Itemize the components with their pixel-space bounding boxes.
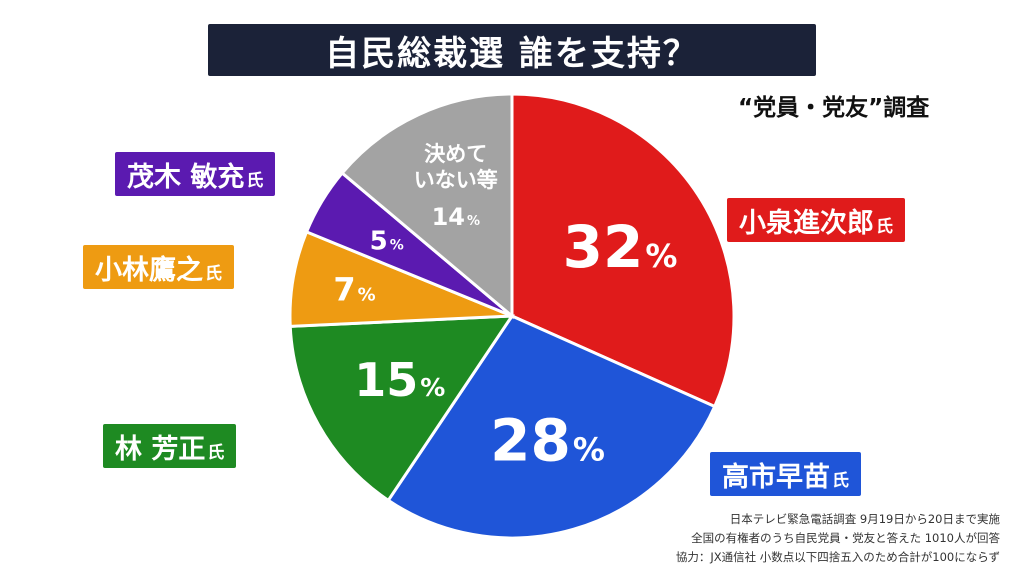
callout-hayashi-suffix: 氏 [207, 442, 225, 463]
callout-hayashi: 林 芳正氏 [103, 424, 237, 468]
callout-koizumi-name: 小泉進次郎 [739, 207, 874, 239]
pie-label-undecided-line-2: いない等 [414, 168, 498, 192]
note-line-2: 全国の有権者のうち自民党員・党友と答えた 1010人が回答 [691, 531, 1000, 545]
callout-motegi: 茂木 敏充氏 [115, 152, 276, 196]
pie-value-hayashi: 15% [354, 353, 445, 407]
pie-label-undecided-line-1: 決めて [424, 142, 487, 166]
callout-hayashi-name: 林 芳正 [115, 433, 206, 465]
callout-kobayashi-name: 小林鷹之 [95, 254, 203, 286]
callout-takaichi-name: 高市早苗 [722, 461, 830, 493]
callout-takaichi-suffix: 氏 [832, 470, 849, 491]
callout-koizumi-suffix: 氏 [876, 216, 893, 237]
pie-slice-takaichi [386, 314, 717, 540]
callout-takaichi: 高市早苗氏 [710, 452, 861, 496]
callout-kobayashi: 小林鷹之氏 [83, 245, 234, 289]
pie-value-motegi: 5% [370, 226, 404, 256]
pie-slice-koizumi [510, 92, 736, 409]
pie-slice-hayashi [288, 314, 515, 503]
chart-title: 自民総裁選 誰を支持？ [208, 24, 816, 76]
pie-slice-undecided [340, 92, 514, 320]
pie-value-undecided: 14% [432, 203, 480, 231]
callout-koizumi: 小泉進次郎氏 [727, 198, 905, 242]
survey-label: “党員・党友”調査 [738, 95, 930, 121]
note-line-3: 協力：JX通信社 小数点以下四捨五入のため合計が100にならず [675, 550, 1000, 564]
pie-value-takaichi: 28% [490, 407, 605, 475]
callout-motegi-suffix: 氏 [246, 170, 264, 191]
note-line-1: 日本テレビ緊急電話調査 9月19日から20日まで実施 [729, 512, 1000, 526]
pie-value-koizumi: 32% [563, 213, 678, 281]
callout-kobayashi-suffix: 氏 [205, 263, 222, 284]
callout-motegi-name: 茂木 敏充 [127, 161, 245, 193]
survey-notes: 日本テレビ緊急電話調査 9月19日から20日まで実施 全国の有権者のうち自民党員… [560, 510, 1000, 567]
pie-value-kobayashi: 7% [333, 270, 375, 308]
